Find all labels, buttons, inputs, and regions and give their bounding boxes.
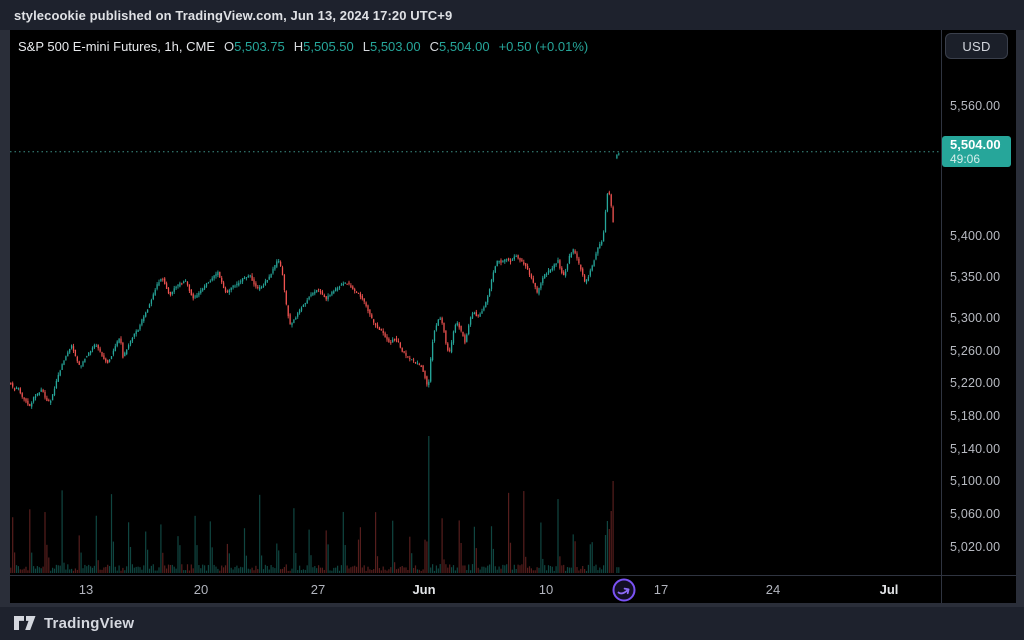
price-tick: 5,560.00 (950, 98, 1001, 113)
chart-legend: S&P 500 E-mini Futures, 1h, CME O5,503.7… (18, 38, 588, 54)
currency-button[interactable]: USD (945, 33, 1008, 59)
last-price-value: 5,504.00 (950, 137, 1001, 153)
price-axis-divider (941, 30, 942, 603)
bar-countdown: 49:06 (950, 152, 981, 167)
chart-surface: S&P 500 E-mini Futures, 1h, CME O5,503.7… (10, 30, 1016, 603)
price-tick: 5,220.00 (950, 376, 1001, 391)
price-tick: 5,020.00 (950, 539, 1001, 554)
price-tick: 5,180.00 (950, 408, 1001, 423)
price-tick: 5,140.00 (950, 441, 1001, 456)
candles (10, 152, 620, 409)
legend-open: O5,503.75 (224, 38, 285, 54)
price-tick: 5,260.00 (950, 343, 1001, 358)
projection-arrow-icon[interactable] (611, 577, 637, 603)
time-tick: 20 (193, 582, 209, 597)
price-tick: 5,100.00 (950, 474, 1001, 489)
footer-brand[interactable]: TradingView (44, 615, 135, 632)
time-tick: 27 (310, 582, 326, 597)
time-tick: 13 (78, 582, 94, 597)
header-bar: stylecookie published on TradingView.com… (0, 0, 1024, 30)
tradingview-logo-icon[interactable] (14, 615, 36, 632)
legend-low: L5,503.00 (362, 38, 421, 54)
legend-change: +0.50 (+0.01%) (498, 38, 589, 54)
footer-bar: TradingView (0, 607, 1024, 640)
attribution-text: stylecookie published on TradingView.com… (14, 7, 453, 23)
time-axis-divider (10, 575, 1016, 576)
price-tick: 5,060.00 (950, 506, 1001, 521)
last-price-label: 5,504.00 49:06 (942, 136, 1011, 168)
time-tick: Jul (879, 582, 899, 597)
price-tick: 5,400.00 (950, 229, 1001, 244)
price-tick: 5,350.00 (950, 270, 1001, 284)
legend-close: C5,504.00 (429, 38, 490, 54)
candlestick-chart[interactable] (10, 30, 941, 603)
legend-high: H5,505.50 (293, 38, 354, 54)
time-tick: 24 (765, 582, 781, 597)
price-axis[interactable]: USD 5,504.00 49:06 5,560.00 5,400.00 5,350… (942, 30, 1016, 603)
volume-bars (10, 436, 620, 573)
time-tick: 10 (538, 582, 554, 597)
time-axis[interactable]: 13 20 27 Jun 10 17 24 Jul (10, 576, 941, 603)
symbol-title[interactable]: S&P 500 E-mini Futures, 1h, CME (18, 38, 216, 54)
time-tick: Jun (412, 582, 436, 597)
time-tick: 17 (653, 582, 669, 597)
price-tick: 5,300.00 (950, 310, 1001, 325)
